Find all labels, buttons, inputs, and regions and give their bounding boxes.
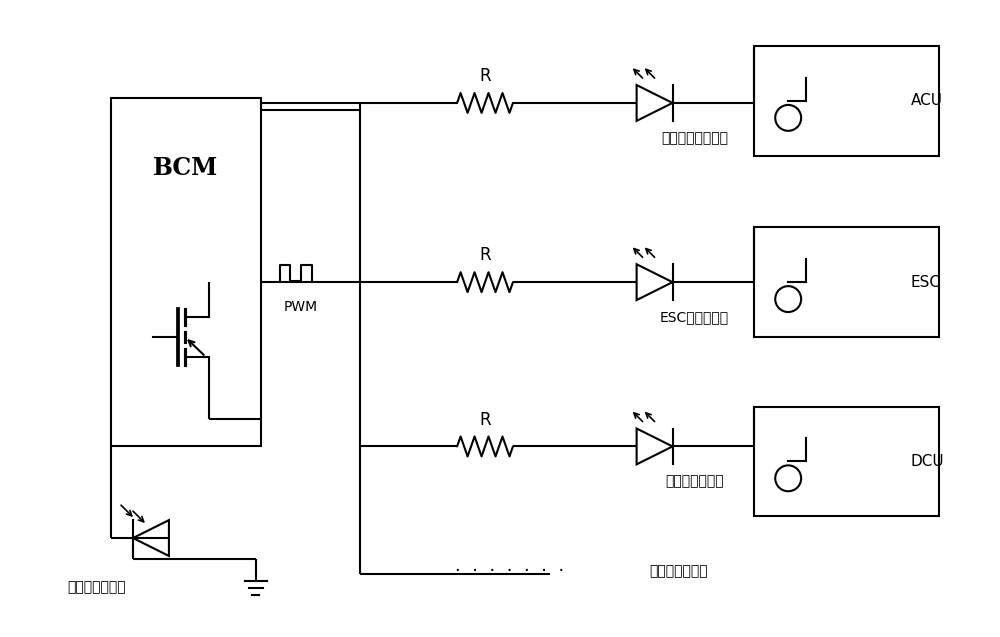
- Bar: [111, 98, 261, 447]
- Bar: [754, 47, 939, 155]
- Text: 其他工作指示灯: 其他工作指示灯: [650, 564, 708, 578]
- Text: ESC: ESC: [911, 275, 941, 290]
- Text: PWM: PWM: [283, 300, 318, 314]
- Text: ·  ·  ·  ·  ·  ·  ·: · · · · · · ·: [455, 562, 565, 580]
- Bar: [754, 406, 939, 516]
- Text: 安全带未系指示灯: 安全带未系指示灯: [661, 131, 728, 145]
- Text: R: R: [479, 67, 491, 85]
- Text: DCU: DCU: [911, 454, 944, 469]
- Bar: [754, 227, 939, 337]
- Text: R: R: [479, 247, 491, 264]
- Text: 门锁状态指示灯: 门锁状态指示灯: [665, 475, 724, 489]
- Text: ESC关闭指示灯: ESC关闭指示灯: [660, 310, 729, 324]
- Text: 环境光线传感器: 环境光线传感器: [67, 580, 125, 594]
- Text: ACU: ACU: [911, 94, 943, 108]
- Text: BCM: BCM: [153, 155, 219, 180]
- Text: R: R: [479, 410, 491, 429]
